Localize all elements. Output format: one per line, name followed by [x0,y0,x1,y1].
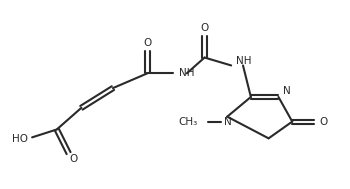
Text: O: O [69,154,78,164]
Text: CH₃: CH₃ [178,117,198,127]
Text: NH: NH [236,57,252,67]
Text: O: O [201,23,209,33]
Text: O: O [143,38,152,48]
Text: O: O [320,117,328,127]
Text: N: N [284,86,291,96]
Text: N: N [224,117,232,127]
Text: HO: HO [12,134,28,144]
Text: NH: NH [179,68,195,78]
